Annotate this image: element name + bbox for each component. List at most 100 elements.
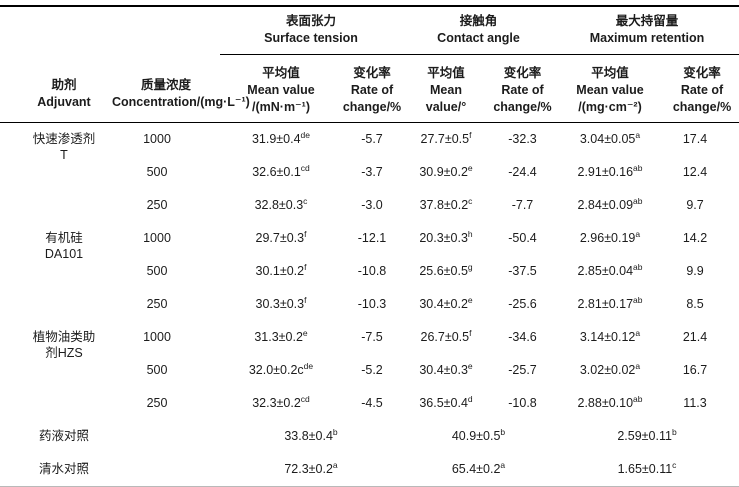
- cell-adjuvant-name: 清水对照: [0, 453, 112, 487]
- cell-contact-angle-mean: 25.6±0.5g: [402, 255, 490, 288]
- cell-concentration-value: 1000: [112, 321, 220, 354]
- max-retention-mean: 2.81±0.17: [577, 297, 634, 311]
- surface-tension-mean: 32.0±0.2c: [248, 363, 304, 377]
- surface-tension-mean: 32.6±0.1: [252, 165, 301, 179]
- table-row: 250 30.3±0.3f -10.3 30.4±0.2e -25.6 2.81±0.17…: [0, 288, 739, 321]
- cell-surface-tension-rate-of-change: -5.2: [342, 354, 402, 387]
- ca-mean-unit: value/°: [425, 100, 467, 114]
- significance-letter: f: [304, 261, 307, 272]
- cell-max-retention-mean: 2.59±0.11b: [555, 420, 739, 453]
- significance-letter: ab: [633, 195, 643, 206]
- cell-surface-tension-rate-of-change: -12.1: [342, 222, 402, 255]
- contact-angle-mean: 30.9±0.2: [419, 165, 468, 179]
- max-retention-rate-of-change: 17.4: [682, 132, 708, 146]
- table-row: 250 32.8±0.3c -3.0 37.8±0.2c -7.7 2.84±0.09ab…: [0, 189, 739, 222]
- max-retention-mean: 1.65±0.11: [617, 462, 673, 476]
- contact-angle-rate-of-change: -34.6: [508, 330, 537, 344]
- max-retention-rate-of-change: 9.9: [686, 264, 704, 278]
- surface-tension-mean: 31.9±0.4: [251, 132, 301, 146]
- st-rate-zh: 变化率: [353, 66, 391, 80]
- header-st-rate: 变化率 Rate of change/%: [342, 54, 402, 123]
- cell-contact-angle-rate-of-change: -10.8: [490, 387, 555, 420]
- surface-tension-rate-of-change: -3.0: [361, 198, 383, 212]
- surface-tension-rate-of-change: -10.8: [357, 264, 387, 278]
- max-retention-mean: 2.85±0.04: [577, 264, 634, 278]
- significance-letter: de: [300, 129, 311, 140]
- contact-angle-rate-of-change: -7.7: [511, 198, 534, 212]
- cell-adjuvant-name: 快速渗透剂 T: [0, 122, 112, 162]
- ca-rate-en: Rate of: [501, 83, 544, 97]
- cell-concentration-value: 250: [112, 288, 220, 321]
- significance-letter: b: [671, 426, 677, 437]
- header-concentration-label: 质量浓度 Concentration/(mg·L⁻¹): [112, 77, 250, 109]
- cell-max-retention-mean: 2.96±0.19a: [555, 222, 665, 255]
- adjuvant-name: 清水对照: [38, 462, 89, 476]
- concentration-value: 500: [146, 165, 168, 179]
- contact-angle-rate-of-change: -10.8: [508, 396, 537, 410]
- table-header: 助剂 Adjuvant 质量浓度 Concentration/(mg·L⁻¹) …: [0, 6, 739, 123]
- contact-angle-mean: 37.8±0.2: [419, 198, 469, 212]
- contact-angle-rate-of-change: -32.3: [508, 132, 537, 146]
- header-mr-mean: 平均值 Mean value /(mg·cm⁻²): [555, 54, 665, 123]
- significance-letter: ab: [633, 162, 643, 173]
- significance-letter: a: [332, 459, 338, 470]
- cell-concentration-value: 1000: [112, 222, 220, 255]
- contact-angle-mean: 20.3±0.3: [419, 231, 468, 245]
- cell-concentration-value: 1000: [112, 122, 220, 156]
- contact-angle-mean: 65.4±0.2: [451, 462, 501, 476]
- ca-rate-zh: 变化率: [503, 66, 542, 80]
- cell-max-retention-rate-of-change: 17.4: [665, 122, 739, 156]
- contact-angle-rate-of-change: -50.4: [508, 231, 537, 245]
- mr-rate-en: Rate of: [680, 83, 724, 97]
- concentration-value: 500: [146, 264, 168, 278]
- contact-angle-mean: 25.6±0.5: [419, 264, 468, 278]
- header-adjuvant-label: 助剂 Adjuvant: [37, 77, 91, 109]
- significance-letter: f: [304, 294, 307, 305]
- significance-letter: d: [467, 393, 473, 404]
- max-retention-mean: 2.59±0.11: [617, 429, 672, 443]
- table-row: 植物油类助 剂HZS 1000 31.3±0.2e -7.5 26.7±0.5f -34.…: [0, 321, 739, 360]
- cell-contact-angle-mean: 26.7±0.5f: [402, 321, 490, 354]
- group-surface-tension-en: Surface tension: [264, 31, 358, 46]
- st-mean-en: Mean value: [247, 83, 315, 97]
- cell-max-retention-rate-of-change: 21.4: [665, 321, 739, 354]
- significance-letter: e: [302, 327, 308, 338]
- significance-letter: e: [467, 294, 473, 305]
- group-maximum-retention-zh: 最大持留量: [615, 14, 679, 29]
- header-group-row: 助剂 Adjuvant 质量浓度 Concentration/(mg·L⁻¹) …: [0, 6, 739, 123]
- surface-tension-rate-of-change: -3.7: [361, 165, 383, 179]
- ca-mean-zh: 平均值: [427, 66, 465, 80]
- contact-angle-mean: 30.4±0.3: [419, 363, 468, 377]
- cell-contact-angle-mean: 27.7±0.5f: [402, 122, 490, 156]
- cell-contact-angle-mean: 65.4±0.2a: [402, 453, 555, 487]
- surface-tension-mean: 33.8±0.4: [284, 429, 333, 443]
- max-retention-mean: 3.04±0.05: [579, 132, 636, 146]
- contact-angle-rate-of-change: -25.7: [508, 363, 537, 377]
- header-concentration: 质量浓度 Concentration/(mg·L⁻¹): [112, 6, 250, 123]
- cell-surface-tension-mean: 72.3±0.2a: [220, 453, 402, 487]
- cell-surface-tension-rate-of-change: -4.5: [342, 387, 402, 420]
- cell-surface-tension-mean: 32.8±0.3c: [220, 189, 342, 222]
- contact-angle-mean: 36.5±0.4: [419, 396, 468, 410]
- surface-tension-mean: 29.7±0.3: [255, 231, 305, 245]
- surface-tension-mean: 72.3±0.2: [284, 462, 333, 476]
- cell-contact-angle-mean: 36.5±0.4d: [402, 387, 490, 420]
- st-mean-unit: /(mN·m⁻¹): [252, 100, 310, 114]
- contact-angle-mean: 27.7±0.5: [420, 132, 470, 146]
- cell-adjuvant-name: 植物油类助 剂HZS: [0, 321, 112, 360]
- contact-angle-mean: 40.9±0.5: [451, 429, 501, 443]
- cell-concentration-value: 250: [112, 387, 220, 420]
- significance-letter: b: [500, 426, 506, 437]
- mr-mean-zh: 平均值: [591, 66, 629, 80]
- significance-letter: cd: [300, 162, 310, 173]
- cell-max-retention-mean: 3.04±0.05a: [555, 122, 665, 156]
- cell-max-retention-rate-of-change: 11.3: [665, 387, 739, 420]
- cell-max-retention-rate-of-change: 14.2: [665, 222, 739, 255]
- significance-letter: a: [635, 360, 641, 371]
- cell-surface-tension-mean: 32.0±0.2cde: [220, 354, 342, 387]
- cell-surface-tension-mean: 32.3±0.2cd: [220, 387, 342, 420]
- adjuvant-name: 药液对照: [38, 429, 89, 443]
- cell-surface-tension-mean: 33.8±0.4b: [220, 420, 402, 453]
- concentration-value: 250: [146, 297, 168, 311]
